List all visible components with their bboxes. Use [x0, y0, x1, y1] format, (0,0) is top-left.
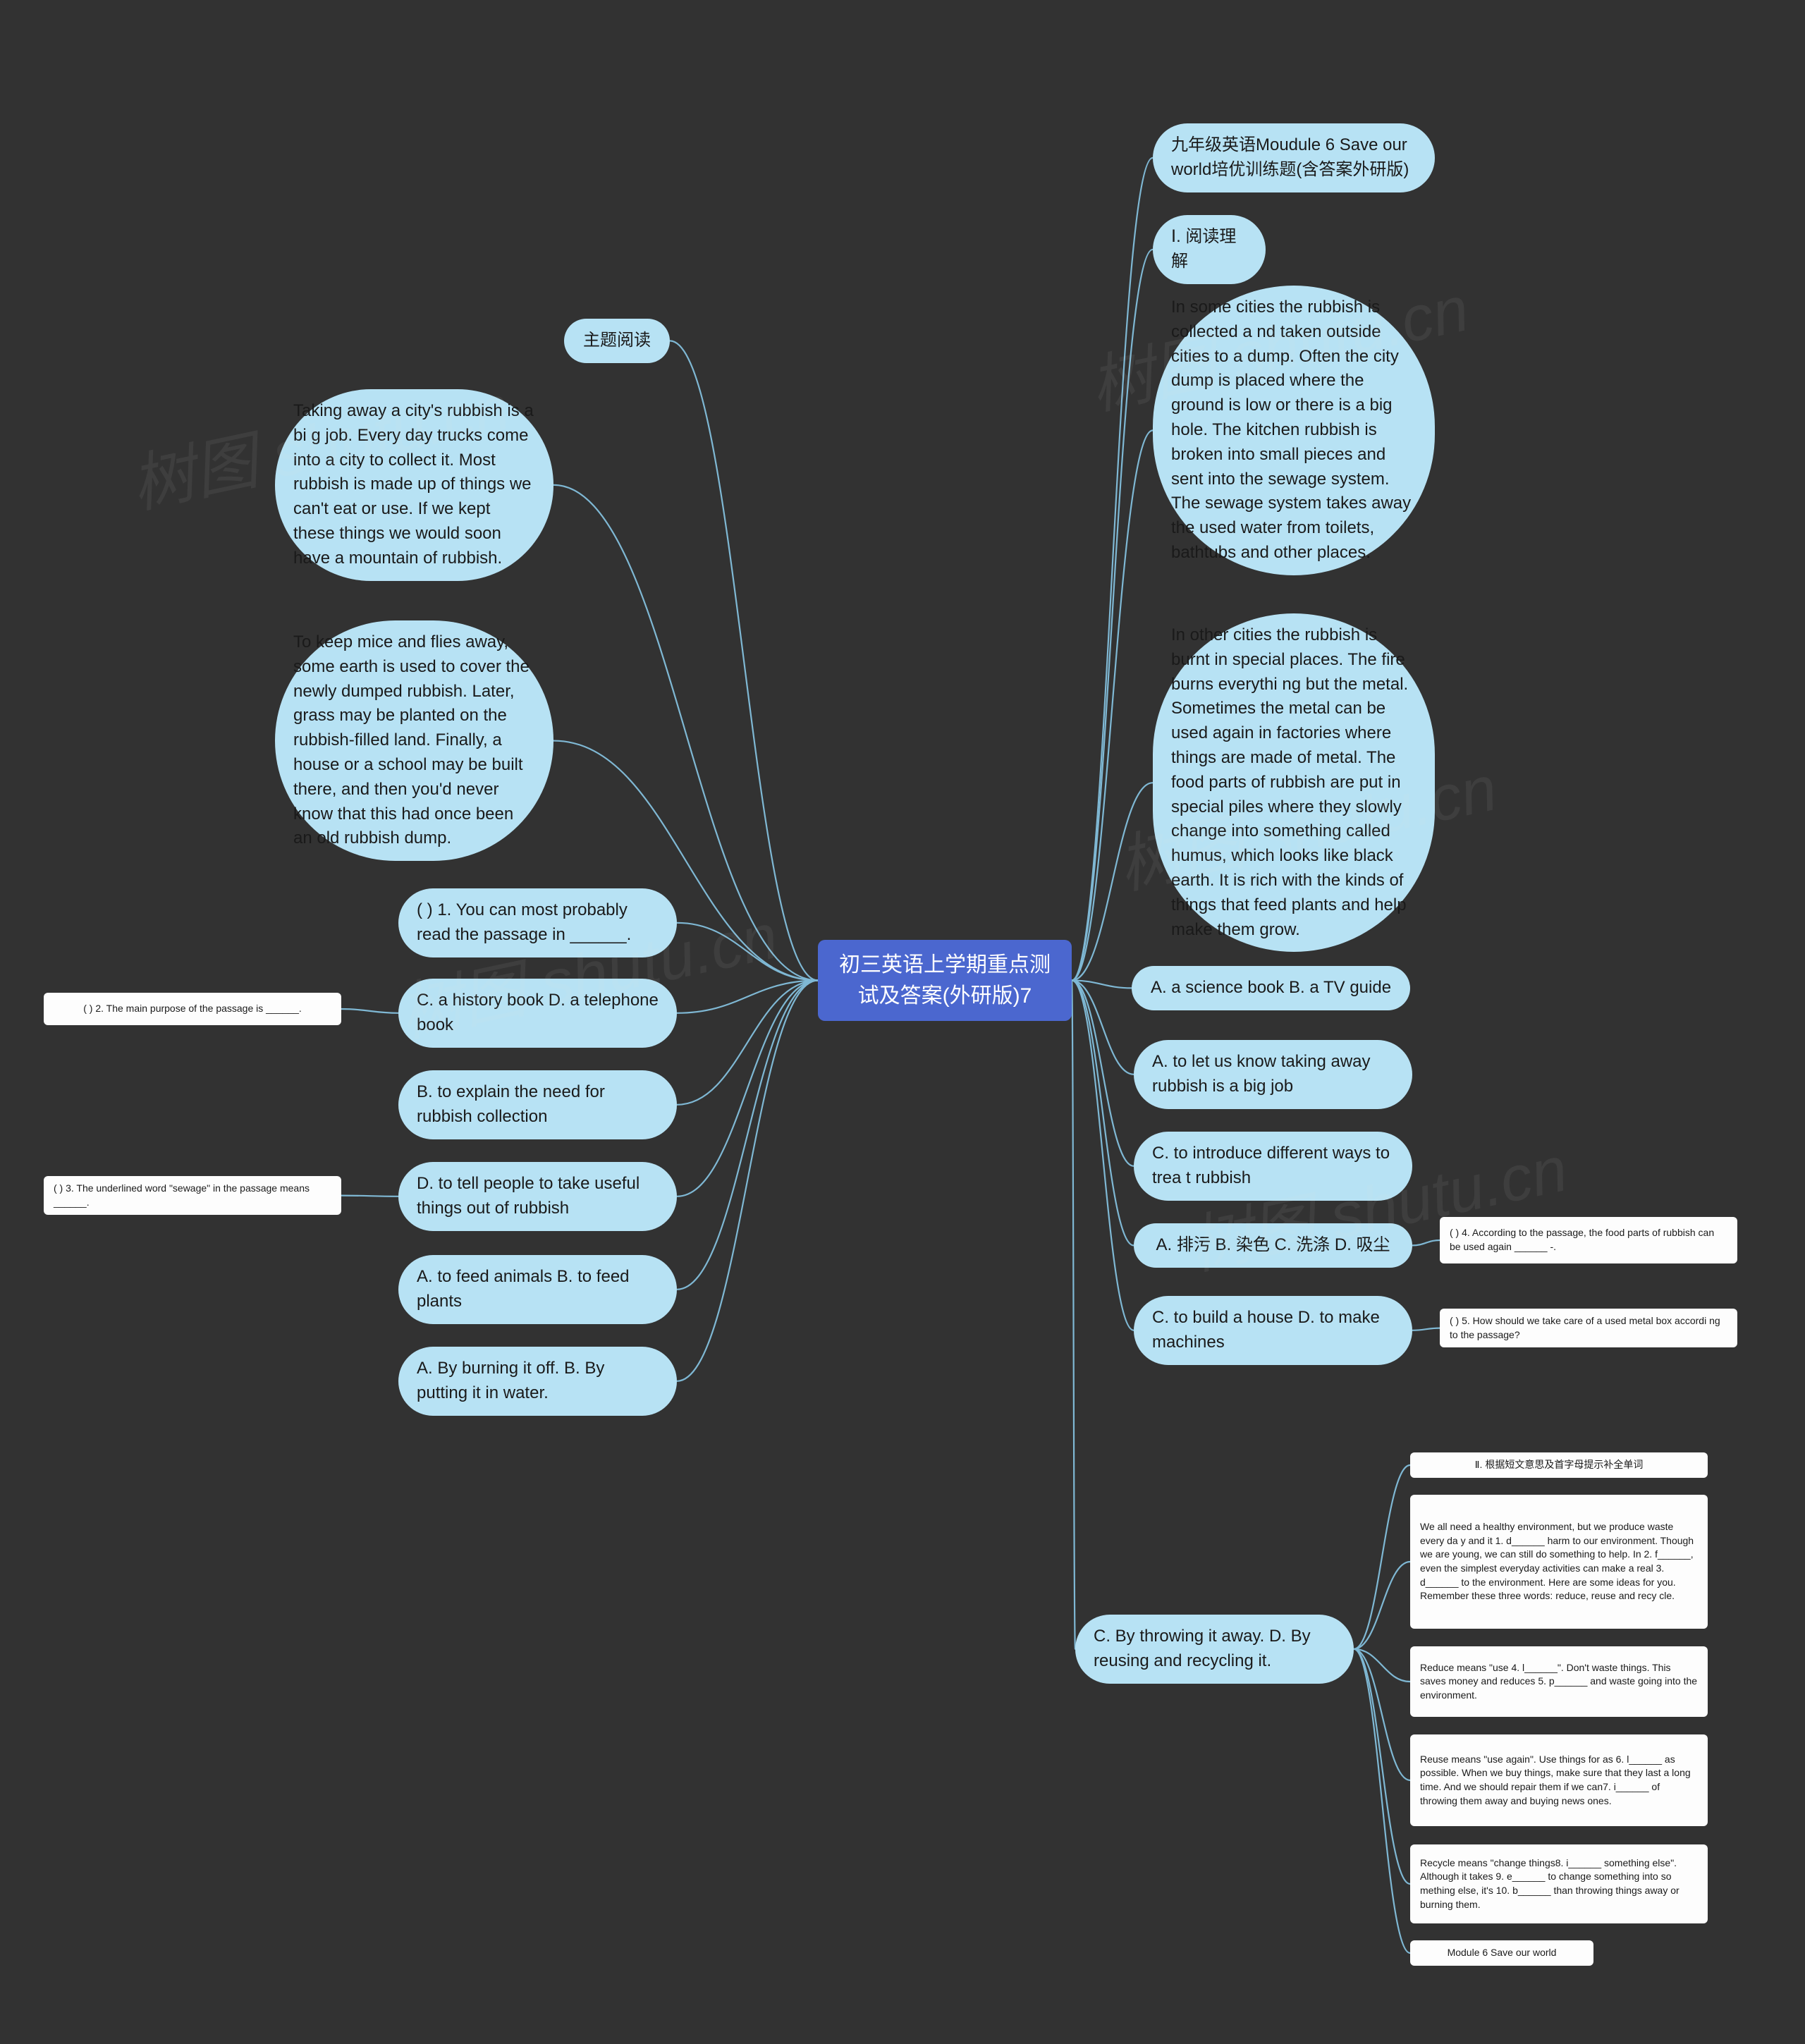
node-label: A. to feed animals B. to feed plants	[417, 1265, 659, 1314]
node-n18[interactable]: A. By burning it off. B. By putting it i…	[398, 1347, 677, 1416]
edge	[677, 981, 818, 1381]
node-n4[interactable]: In some cities the rubbish is collected …	[1153, 286, 1435, 575]
node-label: 主题阅读	[583, 329, 651, 353]
edge	[677, 981, 818, 1197]
node-label: Taking away a city's rubbish is a bi g j…	[293, 399, 535, 571]
node-n14[interactable]: D. to tell people to take useful things …	[398, 1162, 677, 1231]
edge	[677, 981, 818, 1013]
node-s4[interactable]: ( ) 5. How should we take care of a used…	[1440, 1309, 1737, 1347]
node-s7[interactable]: Reduce means "use 4. l______". Don't was…	[1410, 1646, 1708, 1717]
node-s3[interactable]: ( ) 4. According to the passage, the foo…	[1440, 1217, 1737, 1263]
node-label: A. 排污 B. 染色 C. 洗涤 D. 吸尘	[1156, 1233, 1390, 1258]
node-label: C. By throwing it away. D. By reusing an…	[1094, 1624, 1335, 1674]
node-label: Reuse means "use again". Use things for …	[1420, 1753, 1698, 1808]
node-n6[interactable]: In other cities the rubbish is burnt in …	[1153, 613, 1435, 952]
node-label: In other cities the rubbish is burnt in …	[1171, 623, 1417, 942]
node-label: A. to let us know taking away rubbish is…	[1152, 1050, 1394, 1099]
node-n10[interactable]: C. a history book D. a telephone book	[398, 979, 677, 1048]
node-n11[interactable]: A. to let us know taking away rubbish is…	[1134, 1040, 1412, 1109]
edge	[1072, 981, 1134, 1246]
node-n15[interactable]: A. 排污 B. 染色 C. 洗涤 D. 吸尘	[1134, 1223, 1412, 1268]
node-s8[interactable]: Reuse means "use again". Use things for …	[1410, 1734, 1708, 1826]
node-n7[interactable]: To keep mice and flies away, some earth …	[275, 620, 553, 861]
node-label: D. to tell people to take useful things …	[417, 1172, 659, 1221]
edge	[1072, 981, 1075, 1649]
node-label: ( ) 4. According to the passage, the foo…	[1450, 1226, 1727, 1254]
edge	[1072, 158, 1153, 981]
mindmap-canvas: 初三英语上学期重点测试及答案(外研版)7 九年级英语Moudule 6 Save …	[0, 0, 1805, 2044]
node-label: To keep mice and flies away, some earth …	[293, 630, 535, 851]
edge	[677, 981, 818, 1290]
edge	[670, 341, 818, 980]
node-n13[interactable]: C. to introduce different ways to trea t…	[1134, 1132, 1412, 1201]
node-label: ( ) 3. The underlined word "sewage" in t…	[54, 1182, 331, 1209]
node-label: ( ) 5. How should we take care of a used…	[1450, 1314, 1727, 1342]
center-node[interactable]: 初三英语上学期重点测试及答案(外研版)7	[818, 940, 1072, 1021]
node-label: 九年级英语Moudule 6 Save our world培优训练题(含答案外研…	[1171, 133, 1417, 183]
edge	[1354, 1649, 1410, 1682]
node-label: Ⅱ. 根据短文意思及首字母提示补全单词	[1475, 1458, 1644, 1472]
node-n3[interactable]: 主题阅读	[564, 319, 670, 363]
node-label: C. to build a house D. to make machines	[1152, 1306, 1394, 1355]
edge	[1072, 981, 1132, 989]
edge	[1354, 1465, 1410, 1649]
node-label: Ⅰ. 阅读理解	[1171, 225, 1247, 274]
edge	[1072, 430, 1153, 980]
node-s5[interactable]: Ⅱ. 根据短文意思及首字母提示补全单词	[1410, 1452, 1708, 1478]
node-n8[interactable]: ( ) 1. You can most probably read the pa…	[398, 888, 677, 957]
node-n16[interactable]: A. to feed animals B. to feed plants	[398, 1255, 677, 1324]
node-label: ( ) 1. You can most probably read the pa…	[417, 898, 659, 948]
edge	[1412, 1328, 1440, 1330]
node-n12[interactable]: B. to explain the need for rubbish colle…	[398, 1070, 677, 1139]
node-s1[interactable]: ( ) 2. The main purpose of the passage i…	[44, 993, 341, 1025]
edge	[1072, 783, 1153, 980]
edge	[1412, 1240, 1440, 1245]
edge	[1354, 1562, 1410, 1649]
node-label: 初三英语上学期重点测试及答案(外研版)7	[836, 950, 1053, 1011]
node-label: Module 6 Save our world	[1448, 1946, 1557, 1960]
edge	[1072, 981, 1134, 1075]
edge	[341, 1009, 398, 1013]
edge	[677, 981, 818, 1105]
node-n9[interactable]: A. a science book B. a TV guide	[1132, 966, 1410, 1010]
edge	[1072, 250, 1153, 981]
node-n17[interactable]: C. to build a house D. to make machines	[1134, 1296, 1412, 1365]
node-label: C. a history book D. a telephone book	[417, 989, 659, 1038]
edge	[1072, 981, 1134, 1330]
node-label: We all need a healthy environment, but w…	[1420, 1520, 1698, 1603]
node-s10[interactable]: Module 6 Save our world	[1410, 1940, 1593, 1966]
edge	[677, 923, 818, 981]
node-n5[interactable]: Taking away a city's rubbish is a bi g j…	[275, 389, 553, 581]
edge	[1354, 1649, 1410, 1884]
node-label: ( ) 2. The main purpose of the passage i…	[83, 1002, 302, 1016]
node-label: Reduce means "use 4. l______". Don't was…	[1420, 1661, 1698, 1703]
node-label: Recycle means "change things8. i______ s…	[1420, 1856, 1698, 1911]
edge	[1354, 1649, 1410, 1953]
edge	[1354, 1649, 1410, 1780]
node-label: B. to explain the need for rubbish colle…	[417, 1080, 659, 1130]
edge	[1072, 981, 1134, 1166]
node-s2[interactable]: ( ) 3. The underlined word "sewage" in t…	[44, 1176, 341, 1215]
node-label: C. to introduce different ways to trea t…	[1152, 1142, 1394, 1191]
node-n19[interactable]: C. By throwing it away. D. By reusing an…	[1075, 1615, 1354, 1684]
node-n1[interactable]: 九年级英语Moudule 6 Save our world培优训练题(含答案外研…	[1153, 123, 1435, 192]
node-n2[interactable]: Ⅰ. 阅读理解	[1153, 215, 1266, 284]
node-label: A. a science book B. a TV guide	[1151, 976, 1391, 1000]
node-s9[interactable]: Recycle means "change things8. i______ s…	[1410, 1844, 1708, 1923]
node-label: In some cities the rubbish is collected …	[1171, 295, 1417, 565]
edge	[341, 1196, 398, 1197]
node-label: A. By burning it off. B. By putting it i…	[417, 1357, 659, 1406]
node-s6[interactable]: We all need a healthy environment, but w…	[1410, 1495, 1708, 1629]
